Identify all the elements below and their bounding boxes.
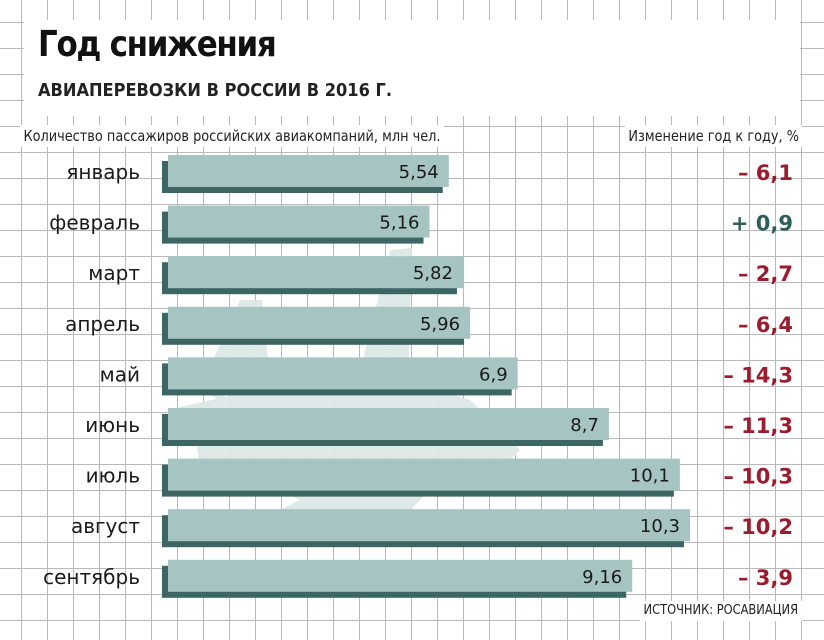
bar-2 [168,256,463,289]
change-label: – 14,3 [723,363,793,387]
header-panel [24,20,800,116]
change-label: – 3,9 [738,566,793,590]
month-label: август [71,514,140,538]
bar-3 [168,306,471,339]
value-label: 5,16 [379,213,419,234]
value-label: 6,9 [479,364,508,385]
change-label: – 6,1 [738,161,793,185]
chart-subtitle: АВИАПЕРЕВОЗКИ В РОССИИ В 2016 Г. [38,80,392,101]
change-label: – 10,2 [723,515,793,539]
change-axis-label: Изменение год к году, % [624,125,802,147]
bar-6 [168,458,680,491]
value-label: 5,82 [413,263,453,284]
chart-title: Год снижения [38,24,277,65]
month-label: сентябрь [43,565,140,589]
value-label: 10,1 [630,466,670,487]
bar-8 [168,559,633,592]
month-label: февраль [49,211,140,235]
change-label: – 6,4 [738,313,793,337]
value-labels: 5,54 5,16 5,82 5,96 6,9 8,7 10,1 10,3 9,16 [379,162,680,588]
bar-5 [168,408,609,440]
change-label: – 10,3 [723,465,793,489]
source-note: ИСТОЧНИК: РОСАВИАЦИЯ [640,601,802,621]
month-label: июль [86,464,140,488]
value-label: 5,96 [420,314,460,335]
bar-0 [168,155,449,187]
month-label: март [88,261,140,285]
month-label: май [100,362,140,386]
change-label: – 11,3 [723,414,793,438]
month-labels: январь февраль март апрель май июнь июль август… [43,160,140,589]
bar-1 [168,205,430,238]
change-label: – 2,7 [738,262,793,286]
passengers-axis-label: Количество пассажиров российских авиаком… [20,125,444,147]
month-label: январь [66,160,140,184]
change-label: + 0,9 [731,212,793,236]
value-label: 8,7 [570,415,599,436]
bar-4 [168,357,518,390]
change-labels: – 6,1 + 0,9 – 2,7 – 6,4 – 14,3 – 11,3 – 10,3 – … [723,161,793,590]
value-label: 9,16 [582,567,622,588]
value-label: 10,3 [640,516,680,537]
bars-group [162,155,690,598]
month-label: апрель [65,312,140,336]
bar-7 [168,509,690,542]
value-label: 5,54 [399,162,439,183]
month-label: июнь [85,413,140,437]
